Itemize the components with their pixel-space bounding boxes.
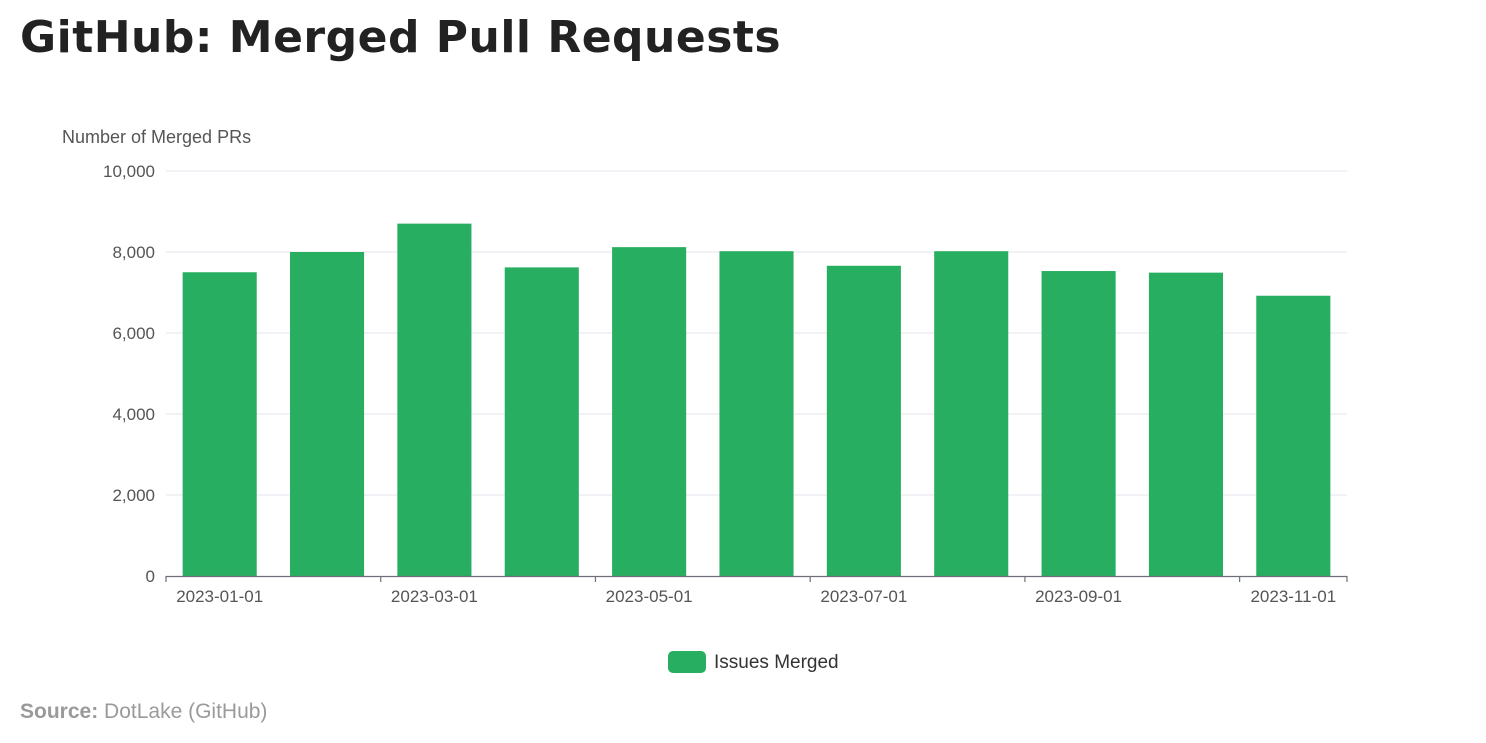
y-tick-label: 6,000 [112,324,155,343]
source-label: Source: [20,700,99,723]
bar [826,265,901,576]
bar [397,223,472,576]
x-tick-label: 2023-01-01 [176,587,263,606]
legend-label[interactable]: Issues Merged [714,652,839,673]
bar [1256,295,1331,576]
bar [719,251,794,576]
x-tick-label: 2023-03-01 [391,587,478,606]
y-axis-label: Number of Merged PRs [62,127,251,147]
x-tick-label: 2023-09-01 [1035,587,1122,606]
legend: Issues Merged [668,651,839,673]
bar [290,252,365,576]
y-tick-label: 4,000 [112,405,155,424]
source-value: DotLake (GitHub) [104,700,268,723]
bar [612,247,687,576]
bar [504,267,579,576]
bar [934,251,1009,576]
chart-title: GitHub: Merged Pull Requests [20,12,782,63]
bar [182,272,257,576]
y-tick-label: 2,000 [112,486,155,505]
x-axis: 2023-01-01 2023-03-01 2023-05-01 2023-07-01… [165,575,1348,606]
bar [1041,271,1116,576]
x-tick-label: 2023-11-01 [1250,587,1336,606]
y-axis-ticks: 0 2,000 4,000 6,000 8,000 10,000 [103,162,155,586]
y-tick-label: 8,000 [112,243,155,262]
y-tick-label: 0 [146,567,155,586]
x-tick-label: 2023-07-01 [820,587,907,606]
legend-swatch[interactable] [668,651,706,673]
x-tick-label: 2023-05-01 [606,587,693,606]
y-tick-label: 10,000 [103,162,155,181]
bars [182,223,1331,576]
source-note: Source: DotLake (GitHub) [20,700,267,724]
bar [1148,272,1223,576]
